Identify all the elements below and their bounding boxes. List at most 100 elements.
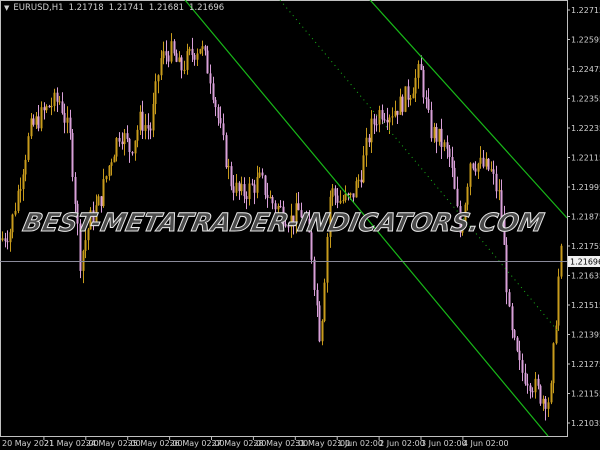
- bull-candle: [331, 188, 334, 197]
- bear-candle: [305, 218, 308, 220]
- bear-candle: [524, 372, 527, 384]
- bear-candle: [79, 223, 82, 271]
- bull-candle: [258, 172, 261, 178]
- bear-candle: [32, 118, 35, 125]
- bear-candle: [4, 238, 7, 242]
- bull-candle: [394, 110, 397, 117]
- bull-candle: [50, 105, 53, 108]
- bear-candle: [284, 223, 287, 227]
- bear-candle: [459, 206, 462, 233]
- bear-candle: [126, 133, 129, 139]
- bear-candle: [206, 50, 209, 74]
- bull-candle: [240, 184, 243, 192]
- open-value: 1.21718: [68, 3, 104, 13]
- bull-candle: [469, 163, 472, 187]
- bear-candle: [43, 107, 46, 111]
- bull-candle: [178, 57, 181, 62]
- bull-candle: [477, 163, 480, 172]
- bear-candle: [204, 46, 207, 51]
- bear-candle: [529, 385, 532, 392]
- bull-candle: [417, 64, 420, 78]
- bear-candle: [422, 69, 425, 98]
- y-tick-label: 1.21035: [571, 419, 600, 428]
- bull-candle: [399, 96, 402, 115]
- bear-candle: [261, 172, 264, 176]
- close-value: 1.21696: [189, 3, 225, 13]
- bear-candle: [539, 385, 542, 404]
- bear-candle: [297, 203, 300, 211]
- channel-lower-line: [184, 0, 549, 437]
- bull-candle: [40, 107, 43, 129]
- bear-candle: [318, 305, 321, 342]
- bull-candle: [82, 250, 85, 271]
- bear-candle: [230, 166, 233, 187]
- bull-candle: [443, 142, 446, 147]
- bull-candle: [115, 138, 118, 157]
- bear-candle: [217, 107, 220, 119]
- bear-candle: [440, 128, 443, 147]
- bear-candle: [149, 128, 152, 131]
- y-tick-label: 1.22115: [571, 154, 600, 163]
- bear-candle: [492, 169, 495, 174]
- bull-candle: [485, 158, 488, 167]
- bear-candle: [500, 190, 503, 218]
- bull-candle: [188, 48, 191, 52]
- bear-candle: [71, 132, 74, 177]
- bear-candle: [347, 193, 350, 195]
- bull-candle: [30, 118, 33, 137]
- y-tick-label: 1.21995: [571, 183, 600, 192]
- bear-candle: [279, 206, 282, 208]
- bull-candle: [256, 177, 259, 193]
- bear-candle: [474, 168, 477, 172]
- bull-candle: [349, 193, 352, 195]
- bull-candle: [466, 186, 469, 205]
- bull-candle: [550, 383, 553, 403]
- bear-candle: [386, 119, 389, 123]
- bear-candle: [209, 73, 212, 84]
- y-tick-label: 1.22715: [571, 6, 600, 15]
- bull-candle: [342, 200, 345, 202]
- bull-candle: [542, 398, 545, 404]
- bear-candle: [518, 350, 521, 361]
- plot-frame: [0, 0, 568, 437]
- bull-candle: [87, 229, 90, 241]
- bear-candle: [92, 210, 95, 222]
- bear-candle: [521, 360, 524, 373]
- bear-candle: [6, 241, 9, 243]
- bear-candle: [147, 125, 150, 129]
- bull-candle: [108, 165, 111, 177]
- bear-candle: [336, 195, 339, 203]
- bear-candle: [453, 167, 456, 189]
- y-tick-label: 1.21395: [571, 331, 600, 340]
- bear-candle: [544, 398, 547, 409]
- bull-candle: [105, 176, 108, 180]
- bull-candle: [196, 53, 199, 60]
- bull-candle: [355, 181, 358, 198]
- bull-candle: [157, 75, 160, 82]
- bull-candle: [498, 190, 501, 192]
- bull-candle: [170, 41, 173, 62]
- bear-candle: [451, 157, 454, 168]
- bear-candle: [173, 41, 176, 54]
- bull-candle: [1, 238, 4, 241]
- bull-candle: [344, 193, 347, 201]
- bear-candle: [191, 48, 194, 56]
- symbol-label: EURUSD,H1: [13, 3, 64, 13]
- bear-candle: [232, 186, 235, 193]
- dropdown-triangle-icon[interactable]: ▼: [4, 4, 10, 12]
- bull-candle: [414, 77, 417, 94]
- current-price-box: [568, 256, 600, 267]
- bear-candle: [537, 378, 540, 386]
- x-tick-label: 31 May 02:00: [295, 439, 350, 448]
- y-tick-label: 1.21515: [571, 301, 600, 310]
- bear-candle: [69, 117, 72, 133]
- bear-candle: [446, 142, 449, 149]
- bear-candle: [37, 116, 40, 129]
- bull-candle: [11, 214, 14, 233]
- bear-candle: [495, 173, 498, 192]
- bear-candle: [420, 64, 423, 70]
- bull-candle: [547, 402, 550, 409]
- bull-candle: [27, 136, 30, 160]
